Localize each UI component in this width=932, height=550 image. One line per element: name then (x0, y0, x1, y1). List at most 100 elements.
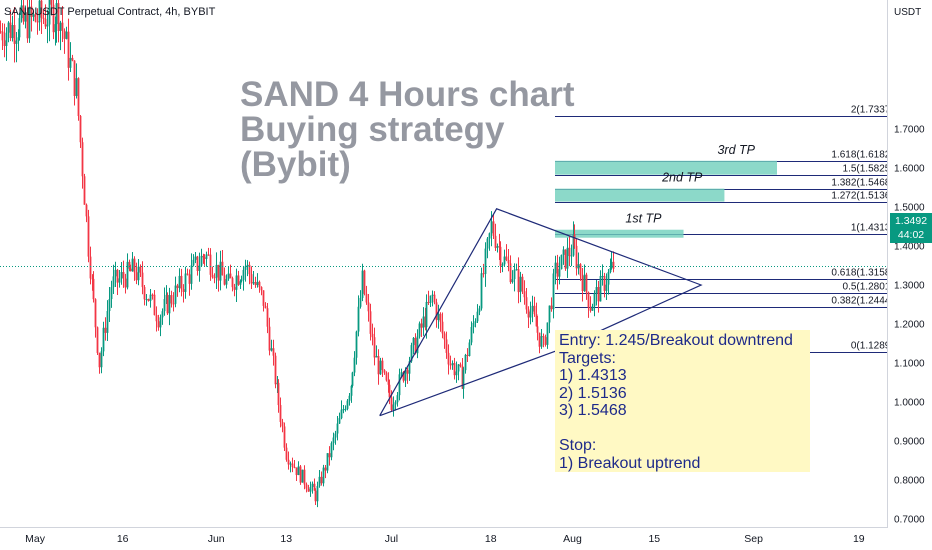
candle-body (585, 274, 588, 293)
candle-body (42, 17, 45, 19)
candle-body (221, 261, 224, 276)
candle-body (470, 326, 473, 343)
fibonacci-levels: 2(1.7337) 1.618(1.6182) 1.5(1.5825) 1.382(1… (555, 105, 900, 353)
candle-body (108, 299, 111, 312)
candle-body (404, 370, 407, 381)
candle-body (143, 287, 146, 300)
candle-body (373, 337, 376, 358)
candle-body (161, 311, 164, 318)
candle-body (260, 287, 263, 291)
candle-body (568, 247, 571, 257)
candle-body (159, 317, 162, 328)
candle-body (535, 314, 538, 327)
candle-body (135, 272, 138, 281)
target-zone-rect (555, 229, 684, 238)
candle-body (326, 453, 329, 471)
candle-body (166, 294, 169, 314)
candle-body (441, 321, 444, 334)
candle-body (498, 246, 501, 248)
x-tick-label: Jun (208, 533, 225, 545)
candle-body (254, 282, 257, 286)
candle-body (194, 256, 197, 260)
candle-body (581, 275, 584, 292)
candle-body (295, 467, 298, 476)
candle-body (11, 25, 14, 39)
candle-body (546, 322, 549, 345)
candle-body (268, 326, 271, 351)
candle-body (176, 285, 179, 289)
candle-body (231, 278, 234, 288)
candle-body (301, 469, 304, 483)
candle-body (1, 31, 4, 41)
time-axis[interactable] (0, 527, 888, 550)
candle-body (501, 264, 504, 266)
candle-body (573, 234, 576, 246)
chart-overlay-title: SAND 4 Hours chart Buying strategy (Bybi… (240, 77, 575, 183)
last-price-badge: 1.3492 44:02 (890, 213, 932, 243)
note-line: Entry: 1.245/Breakout downtrend (559, 332, 793, 349)
candle-body (445, 339, 448, 353)
candle-body (237, 275, 240, 285)
target-zone-label: 2nd TP (661, 171, 703, 185)
candle-body (3, 40, 6, 46)
candle-body (229, 273, 232, 279)
candle-body (601, 275, 604, 277)
candle-body (381, 360, 384, 371)
candle-body (461, 366, 464, 389)
candle-body (219, 261, 222, 281)
candle-body (279, 405, 282, 422)
candle-body (538, 332, 541, 347)
candle-body (223, 275, 226, 285)
candle-body (289, 463, 292, 465)
candle-body (73, 60, 76, 96)
candle-body (494, 235, 497, 248)
candle-body (203, 257, 206, 259)
candle-body (36, 21, 39, 23)
candle-body (429, 295, 432, 303)
candle-body (59, 22, 62, 31)
note-line: Targets: (559, 349, 616, 367)
candle-body (511, 279, 514, 283)
candle-body (145, 299, 148, 301)
candle-body (139, 266, 142, 273)
candle-body (392, 404, 395, 410)
candle-body (172, 303, 175, 305)
candle-body (340, 409, 343, 419)
candle-body (133, 258, 136, 273)
candle-body (503, 256, 506, 265)
candle-body (336, 423, 339, 434)
candle-body (85, 204, 88, 217)
candle-body (466, 354, 469, 356)
fib-level-label: 1(1.4313) (851, 223, 894, 234)
candle-body (205, 254, 208, 259)
note-line (559, 420, 810, 438)
candle-body (566, 247, 569, 269)
candle-body (595, 287, 598, 294)
target-zone-rect (555, 160, 777, 175)
candle-body (499, 246, 502, 266)
candle-body (100, 351, 103, 368)
candle-body (400, 372, 403, 375)
candle-body (165, 294, 168, 300)
candle-body (451, 363, 454, 366)
candle-body (129, 268, 132, 272)
candle-body (285, 447, 288, 460)
candle-body (293, 466, 296, 468)
x-tick-label: 18 (485, 533, 497, 545)
candle-body (599, 276, 602, 302)
candle-body (55, 3, 58, 25)
candle-body (570, 255, 573, 257)
y-tick-label: 0.9000 (894, 437, 925, 448)
candle-body (328, 453, 331, 458)
candle-body (406, 370, 409, 374)
candle-body (330, 443, 333, 458)
candle-body (209, 254, 212, 275)
candle-body (227, 273, 230, 280)
candle-body (91, 278, 94, 280)
price-axis[interactable] (888, 0, 932, 550)
fib-level-label: 0(1.1289) (851, 341, 894, 352)
note-line: 1) Breakout uptrend (559, 454, 701, 472)
candle-body (13, 25, 16, 44)
candle-body (548, 305, 551, 323)
candle-body (369, 311, 372, 334)
